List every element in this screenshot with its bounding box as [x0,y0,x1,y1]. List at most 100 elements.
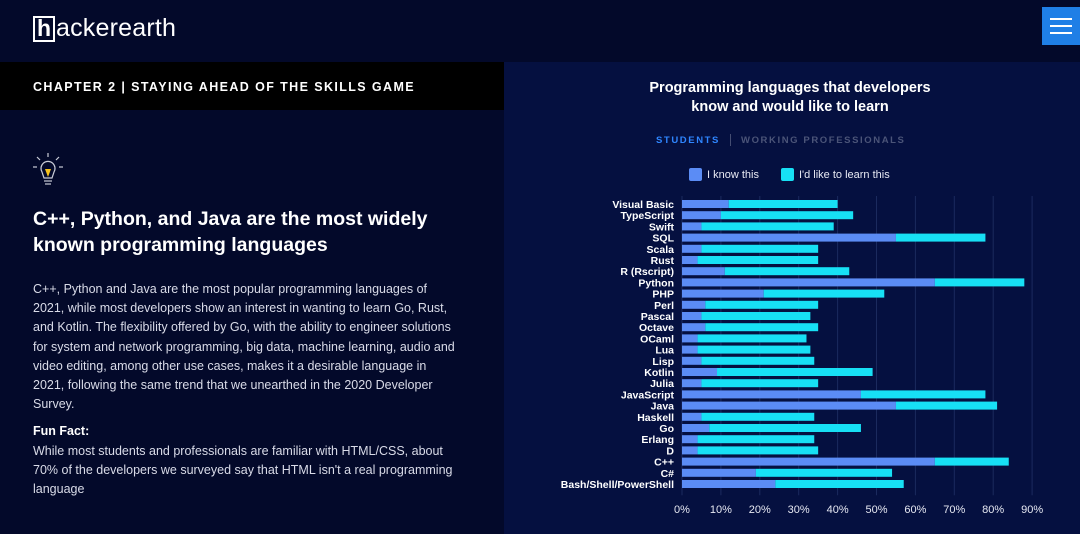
bar-learn [934,278,1025,287]
bar-learn [709,424,861,432]
bar-learn [860,390,986,399]
bar-know [682,379,702,388]
category-label: Scala [647,244,675,256]
x-tick-label: 10% [710,504,732,516]
bar-know [682,200,729,208]
bar-know [682,412,702,421]
legend-swatch-know [689,168,702,181]
chart-panel [504,62,1080,534]
category-label: Lua [655,345,674,357]
category-label: C# [661,468,675,480]
x-tick-label: 60% [904,504,926,516]
category-label: Swift [649,221,675,233]
category-label: Lisp [652,356,674,368]
x-tick-label: 0% [674,504,690,516]
bar-learn [697,345,811,354]
bar-learn [697,446,819,455]
bar-know [682,468,756,477]
bar-learn [701,244,819,253]
bar-know [682,345,698,354]
chapter-title: CHAPTER 2 | STAYING AHEAD OF THE SKILLS … [33,80,416,94]
legend-item-learn: I'd like to learn this [780,168,890,181]
bar-know [682,256,698,264]
bar-know [682,446,698,455]
article-headline: C++, Python, and Java are the most widel… [33,208,428,256]
bar-learn [724,267,850,276]
category-label: D [666,445,674,457]
logo-mark: h [33,15,55,42]
bar-know [682,267,725,276]
category-label: Haskell [637,412,674,424]
category-label: Erlang [641,434,674,446]
hackerearth-logo[interactable]: h ackerearth [33,14,176,43]
fun-fact-title: Fun Fact: [33,424,90,438]
tab-working-professionals[interactable]: WORKING PROFESSIONALS [741,134,906,146]
bar-know [682,368,718,376]
category-label: Perl [654,300,674,312]
menu-icon [1050,18,1072,20]
x-tick-label: 50% [865,504,887,516]
bar-know [682,457,935,466]
bar-know [682,401,896,410]
chart-tabs: STUDENTS WORKING PROFESSIONALS [656,134,906,146]
bar-know [682,323,706,332]
chart-title: Programming languages that developers kn… [649,80,931,115]
bar-know [682,480,776,488]
bar-know [682,244,702,253]
chart-legend: I know this I'd like to learn this [689,168,912,181]
bar-know [682,233,896,242]
bar-learn [701,312,811,320]
category-label: Julia [650,378,674,390]
x-tick-label: 30% [788,504,810,516]
bar-learn [705,323,819,332]
bar-know [682,289,764,298]
category-label: PHP [652,289,674,301]
article-body: C++, Python and Java are the most popula… [33,282,455,412]
category-label: Go [659,423,674,435]
legend-label-learn: I'd like to learn this [798,168,890,181]
legend-item-know: I know this [689,168,759,181]
bar-learn [895,401,998,410]
category-label: OCaml [640,333,674,345]
category-label: Bash/Shell/PowerShell [561,479,674,491]
category-label: Python [638,277,674,289]
bar-know [682,390,861,399]
bar-learn [697,334,807,343]
category-label: Java [651,401,675,413]
bar-learn [701,412,815,421]
bar-learn [728,200,838,208]
bar-know [682,211,721,220]
bar-know [682,435,698,444]
legend-swatch-learn [780,168,794,181]
category-label: Octave [639,322,674,334]
bar-learn [717,368,873,376]
legend-label-know: I know this [707,168,759,181]
category-label: JavaScript [621,389,675,401]
x-tick-label: 20% [749,504,771,516]
lightbulb-icon [33,153,63,185]
bar-learn [934,457,1009,466]
category-label: Kotlin [644,367,674,379]
tab-students[interactable]: STUDENTS [656,134,720,146]
bar-know [682,356,702,365]
bar-learn [701,222,834,231]
bar-learn [701,379,819,388]
bar-know [682,334,698,343]
fun-fact-text: While most students and professionals ar… [33,444,453,497]
bar-learn [701,356,815,365]
bar-learn [720,211,854,220]
category-label: SQL [652,233,674,245]
bar-chart: 0% 10% 20% 30% 40% 50% 60% 70% 80% 90% Visual Basi… [561,196,1043,516]
bar-learn [755,468,893,477]
category-label: R (Rscript) [620,266,674,278]
article-panel [0,110,504,534]
bar-know [682,312,702,320]
bar-learn [697,256,819,264]
hamburger-menu-button[interactable] [1042,7,1080,45]
category-label: Rust [651,255,675,267]
bar-learn [705,300,819,309]
bar-learn [763,289,885,298]
bar-know [682,424,710,432]
x-tick-label: 80% [982,504,1004,516]
bar-learn [775,480,904,488]
